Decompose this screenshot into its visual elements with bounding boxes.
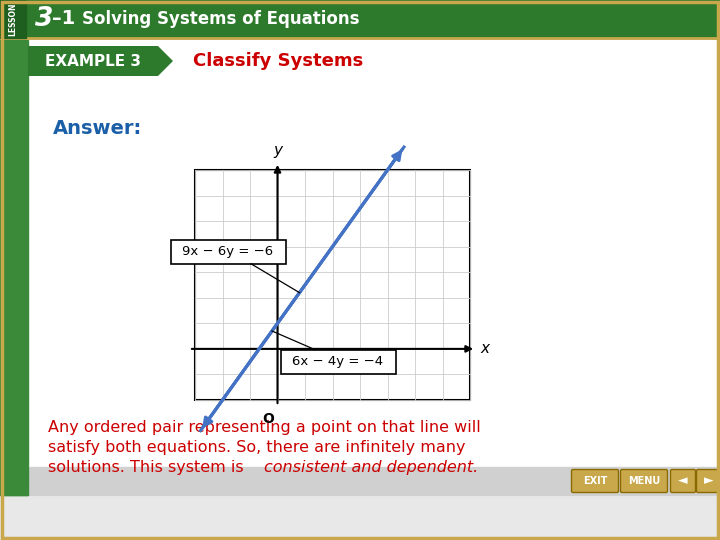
Text: consistent and dependent.: consistent and dependent. [264, 460, 478, 475]
Polygon shape [28, 46, 173, 76]
Bar [171, 240, 286, 264]
Text: 3: 3 [35, 6, 53, 32]
Text: y: y [273, 143, 282, 158]
Text: EXIT: EXIT [582, 476, 607, 486]
Bar [0, 0, 26, 38]
Bar [0, 467, 28, 495]
Text: 9x − 6y = −6: 9x − 6y = −6 [182, 245, 274, 258]
Bar [281, 350, 395, 374]
Text: Classify Systems: Classify Systems [193, 52, 364, 70]
Text: Answer:: Answer: [53, 118, 143, 138]
Bar [28, 40, 720, 495]
FancyBboxPatch shape [572, 469, 618, 492]
Text: –1: –1 [52, 9, 76, 28]
Text: O: O [263, 412, 274, 426]
Text: Solving Systems of Equations: Solving Systems of Equations [82, 10, 359, 28]
Text: MENU: MENU [628, 476, 660, 486]
Bar [28, 467, 720, 495]
Text: EXAMPLE 3: EXAMPLE 3 [45, 53, 141, 69]
FancyBboxPatch shape [696, 469, 720, 492]
Bar [195, 170, 470, 400]
Text: 6x − 4y = −4: 6x − 4y = −4 [292, 355, 384, 368]
Text: LESSON: LESSON [9, 2, 17, 36]
Bar [0, 0, 720, 38]
Text: x: x [480, 341, 489, 356]
Bar [0, 40, 28, 495]
Text: solutions. This system is: solutions. This system is [48, 460, 248, 475]
Text: Any ordered pair representing a point on that line will: Any ordered pair representing a point on… [48, 420, 481, 435]
FancyBboxPatch shape [670, 469, 696, 492]
Text: ◄: ◄ [678, 475, 688, 488]
FancyBboxPatch shape [28, 46, 146, 76]
Text: satisfy both equations. So, there are infinitely many: satisfy both equations. So, there are in… [48, 440, 466, 455]
Text: ►: ► [704, 475, 714, 488]
FancyBboxPatch shape [621, 469, 667, 492]
